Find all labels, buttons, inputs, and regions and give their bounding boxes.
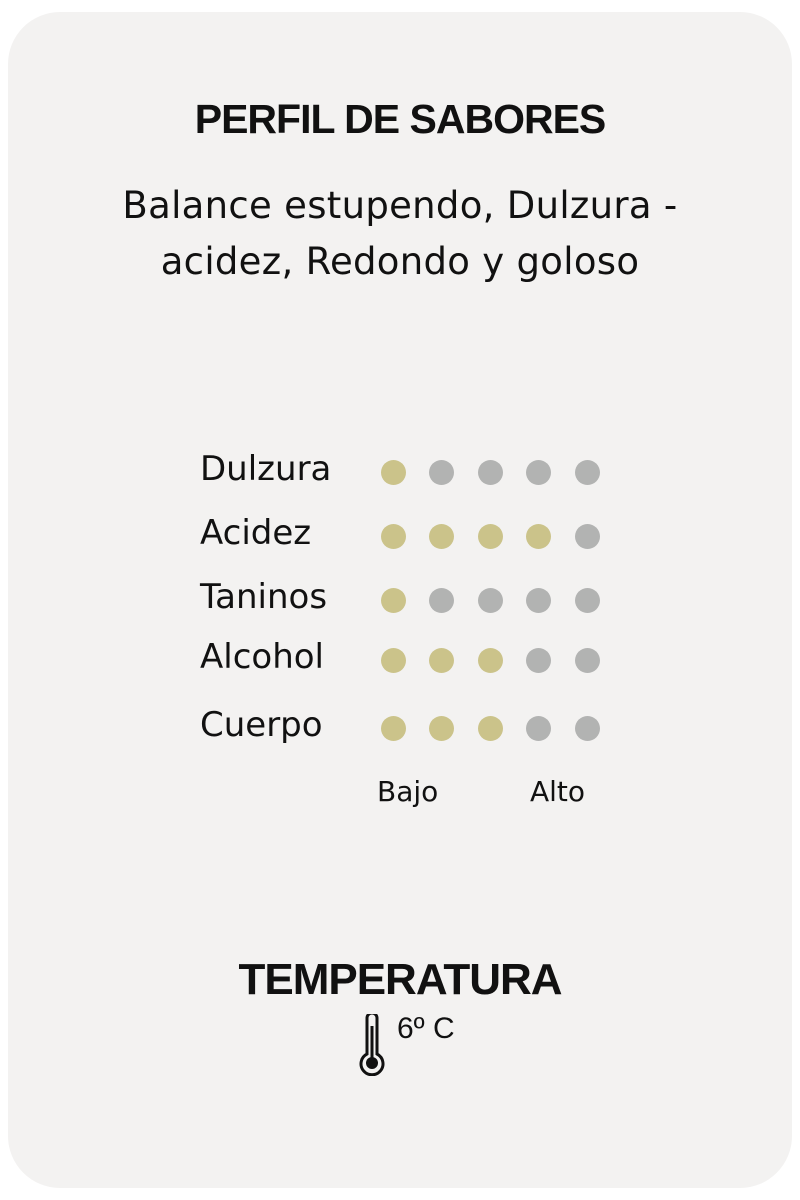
level-dot-empty bbox=[574, 459, 600, 485]
scale-high-label: Alto bbox=[530, 775, 586, 808]
level-dot-empty bbox=[525, 587, 551, 613]
page-title: PERFIL DE SABORES bbox=[194, 96, 607, 142]
level-dot-filled bbox=[477, 647, 503, 673]
level-dot-empty bbox=[477, 587, 503, 613]
level-dot-filled bbox=[380, 459, 406, 485]
level-dot-filled bbox=[380, 715, 406, 741]
temperature-value: 6º C bbox=[397, 1012, 455, 1045]
profile-label-alcohol: Alcohol bbox=[200, 637, 324, 677]
level-dot-filled bbox=[477, 715, 503, 741]
level-dot-empty bbox=[428, 587, 454, 613]
level-dot-empty bbox=[525, 715, 551, 741]
level-dot-empty bbox=[574, 647, 600, 673]
level-dot-filled bbox=[380, 523, 406, 549]
profile-label-dulzura: Dulzura bbox=[200, 449, 332, 489]
level-dot-empty bbox=[574, 715, 600, 741]
level-dot-filled bbox=[380, 587, 406, 613]
level-dot-empty bbox=[428, 459, 454, 485]
temperature-title: TEMPERATURA bbox=[238, 955, 562, 1004]
level-dot-empty bbox=[477, 459, 503, 485]
level-dot-filled bbox=[525, 523, 551, 549]
level-dot-filled bbox=[477, 523, 503, 549]
level-dot-empty bbox=[574, 523, 600, 549]
level-dot-filled bbox=[428, 523, 454, 549]
description: Balance estupendo, Dulzura - acidez, Red… bbox=[122, 184, 678, 283]
profile-label-acidez: Acidez bbox=[200, 513, 312, 553]
level-dot-filled bbox=[428, 715, 454, 741]
level-dot-empty bbox=[574, 587, 600, 613]
level-dot-filled bbox=[380, 647, 406, 673]
scale-low-label: Bajo bbox=[377, 775, 439, 808]
level-dot-empty bbox=[525, 459, 551, 485]
level-dot-empty bbox=[525, 647, 551, 673]
profile-label-cuerpo: Cuerpo bbox=[200, 705, 323, 745]
level-dot-filled bbox=[428, 647, 454, 673]
profile-label-taninos: Taninos bbox=[200, 577, 328, 617]
thermometer-icon bbox=[359, 1014, 385, 1076]
